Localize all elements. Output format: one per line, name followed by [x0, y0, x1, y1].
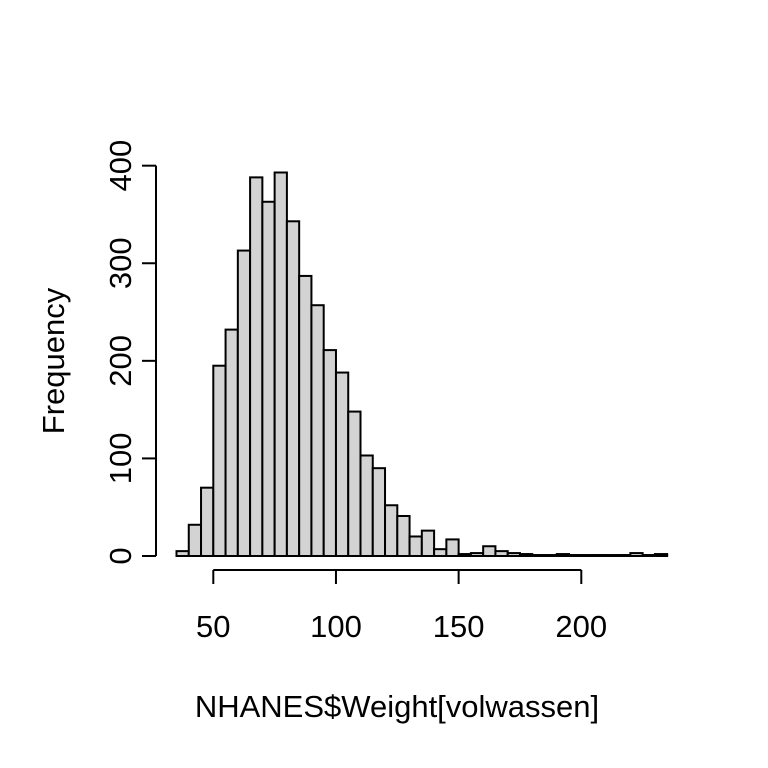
- histogram-bar: [187, 523, 203, 557]
- histogram-bar: [617, 554, 632, 557]
- histogram-bar: [310, 304, 325, 558]
- histogram-bar: [482, 545, 497, 557]
- y-axis-title: Frequency: [36, 287, 71, 434]
- bars-group: [175, 171, 669, 558]
- histogram-bar: [285, 220, 301, 557]
- histogram-bar: [224, 328, 239, 558]
- histogram-bar: [396, 514, 411, 557]
- x-axis-title: NHANES$Weight[volwassen]: [195, 689, 599, 724]
- histogram-bar: [469, 552, 485, 557]
- y-tick-label: 0: [103, 547, 138, 564]
- x-tick-label: 200: [555, 609, 607, 644]
- histogram-bar: [384, 504, 399, 557]
- histogram-bar: [261, 200, 276, 557]
- histogram-bar: [175, 550, 190, 557]
- histogram-bar: [641, 554, 656, 557]
- histogram-bar: [457, 553, 472, 557]
- x-tick-label: 150: [433, 609, 485, 644]
- x-tick-label: 100: [310, 609, 362, 644]
- histogram-bar: [371, 467, 387, 557]
- y-tick-label: 100: [103, 433, 138, 485]
- histogram-bar: [445, 538, 460, 557]
- y-tick-label: 300: [103, 237, 138, 289]
- histogram-bar: [555, 553, 571, 557]
- y-tick-label: 400: [103, 140, 138, 192]
- x-tick-label: 50: [196, 609, 230, 644]
- histogram-bar: [420, 529, 436, 557]
- histogram-bar: [408, 535, 423, 557]
- histogram-bar: [604, 554, 620, 557]
- histogram-bar: [531, 554, 546, 557]
- histogram-bar: [298, 274, 313, 557]
- histogram-bar: [322, 349, 337, 558]
- histogram-bar: [212, 364, 227, 557]
- histogram-bar: [249, 176, 264, 557]
- histogram-bar: [506, 552, 521, 557]
- histogram-bar: [236, 249, 252, 557]
- histogram-bar: [592, 554, 607, 557]
- histogram-bar: [543, 554, 558, 557]
- histogram-bar: [494, 550, 509, 557]
- histogram-bar: [200, 486, 215, 557]
- histogram-bar: [359, 454, 374, 557]
- histogram-bar: [347, 410, 362, 557]
- histogram-bar: [629, 552, 644, 557]
- histogram-bar: [273, 171, 288, 557]
- histogram-bar: [653, 553, 669, 557]
- histogram-bar: [433, 548, 448, 557]
- x-axis: 50 100 150 200: [196, 569, 607, 644]
- y-axis: 0 100 200 300 400: [103, 140, 157, 565]
- histogram-bar: [580, 554, 595, 557]
- histogram-bar: [518, 553, 534, 557]
- histogram-bar: [568, 554, 583, 557]
- histogram-bar: [334, 371, 350, 557]
- y-tick-label: 200: [103, 335, 138, 387]
